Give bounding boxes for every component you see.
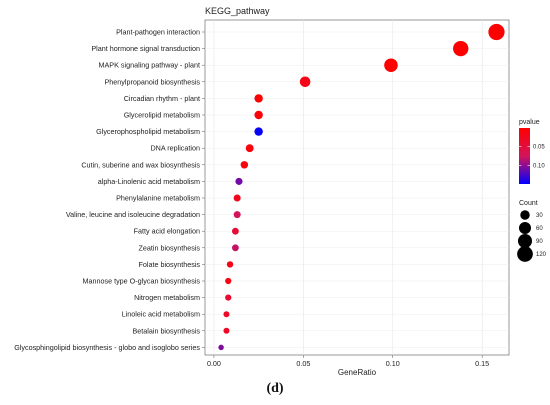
category-label: Glycerophospholipid metabolism (96, 127, 200, 136)
x-tick-label: 0.00 (207, 359, 221, 368)
category-label: Valine, leucine and isoleucine degradati… (66, 210, 200, 219)
x-tick-label: 0.15 (475, 359, 489, 368)
data-point (225, 294, 232, 301)
category-label: Glycosphingolipid biosynthesis - globo a… (14, 343, 200, 352)
data-point (299, 76, 311, 88)
data-point (232, 227, 239, 235)
count-legend-dot (520, 210, 530, 220)
count-legend-dot (517, 246, 533, 262)
data-point (223, 311, 230, 318)
data-point (254, 94, 263, 103)
count-legend-label: 30 (536, 213, 543, 219)
data-point (218, 344, 224, 351)
data-point (233, 211, 241, 219)
data-point (223, 327, 230, 334)
chart-title: KEGG_pathway (205, 6, 270, 16)
category-label: alpha-Linolenic acid metabolism (98, 177, 200, 186)
category-label: Folate biosynthesis (138, 260, 200, 269)
x-tick-label: 0.05 (296, 359, 310, 368)
count-legend: Count 30 60 90 120 (517, 200, 547, 262)
data-point (488, 23, 505, 41)
category-label: Circadian rhythm - plant (124, 94, 200, 103)
category-label: Linoleic acid metabolism (122, 310, 200, 319)
x-tick-label: 0.10 (386, 359, 400, 368)
category-label: Fatty acid elongation (134, 227, 200, 236)
data-point (245, 144, 254, 153)
category-label: MAPK signaling pathway - plant (99, 61, 200, 70)
data-points (218, 23, 505, 351)
count-legend-label: 120 (536, 252, 547, 258)
category-label: Phenylpropanoid biosynthesis (105, 77, 201, 86)
data-point (254, 127, 263, 136)
pvalue-legend: pvalue 0.05 0.10 (519, 119, 545, 184)
count-legend-dot (517, 233, 533, 249)
category-label: Zeatin biosynthesis (138, 243, 200, 252)
x-axis-label: GeneRatio (338, 368, 377, 377)
x-axis-ticks: 0.00 0.05 0.10 0.15 (207, 355, 489, 368)
count-legend-label: 90 (536, 239, 543, 245)
data-point (384, 58, 398, 72)
category-label: DNA replication (150, 144, 200, 153)
category-labels: Plant-pathogen interaction Plant hormone … (14, 28, 205, 352)
category-label: Plant hormone signal transduction (91, 44, 200, 53)
pvalue-colorbar (519, 128, 530, 184)
plot-panel (204, 19, 510, 356)
category-label: Cutin, suberine and wax biosynthesis (81, 160, 200, 169)
count-legend-label: 60 (536, 226, 543, 232)
data-point (233, 194, 241, 202)
pvalue-tick-label: 0.10 (533, 163, 545, 169)
figure-panel-label: (d) (266, 381, 284, 396)
data-point (235, 177, 243, 185)
category-label: Mannose type O-glycan biosynthesis (83, 277, 201, 286)
data-point (240, 161, 249, 169)
data-point (226, 261, 234, 268)
category-label: Glycerolipid metabolism (124, 111, 200, 120)
category-label: Plant-pathogen interaction (116, 28, 200, 37)
data-point (254, 110, 263, 120)
pvalue-tick-label: 0.05 (533, 145, 545, 151)
category-label: Betalain biosynthesis (132, 326, 200, 335)
data-point (225, 277, 232, 285)
count-legend-dot (518, 221, 532, 235)
category-label: Phenylalanine metabolism (116, 194, 200, 203)
pvalue-legend-title: pvalue (519, 119, 540, 126)
data-point (453, 40, 469, 57)
count-legend-title: Count (519, 200, 538, 207)
data-point (232, 244, 239, 252)
category-label: Nitrogen metabolism (134, 293, 200, 302)
